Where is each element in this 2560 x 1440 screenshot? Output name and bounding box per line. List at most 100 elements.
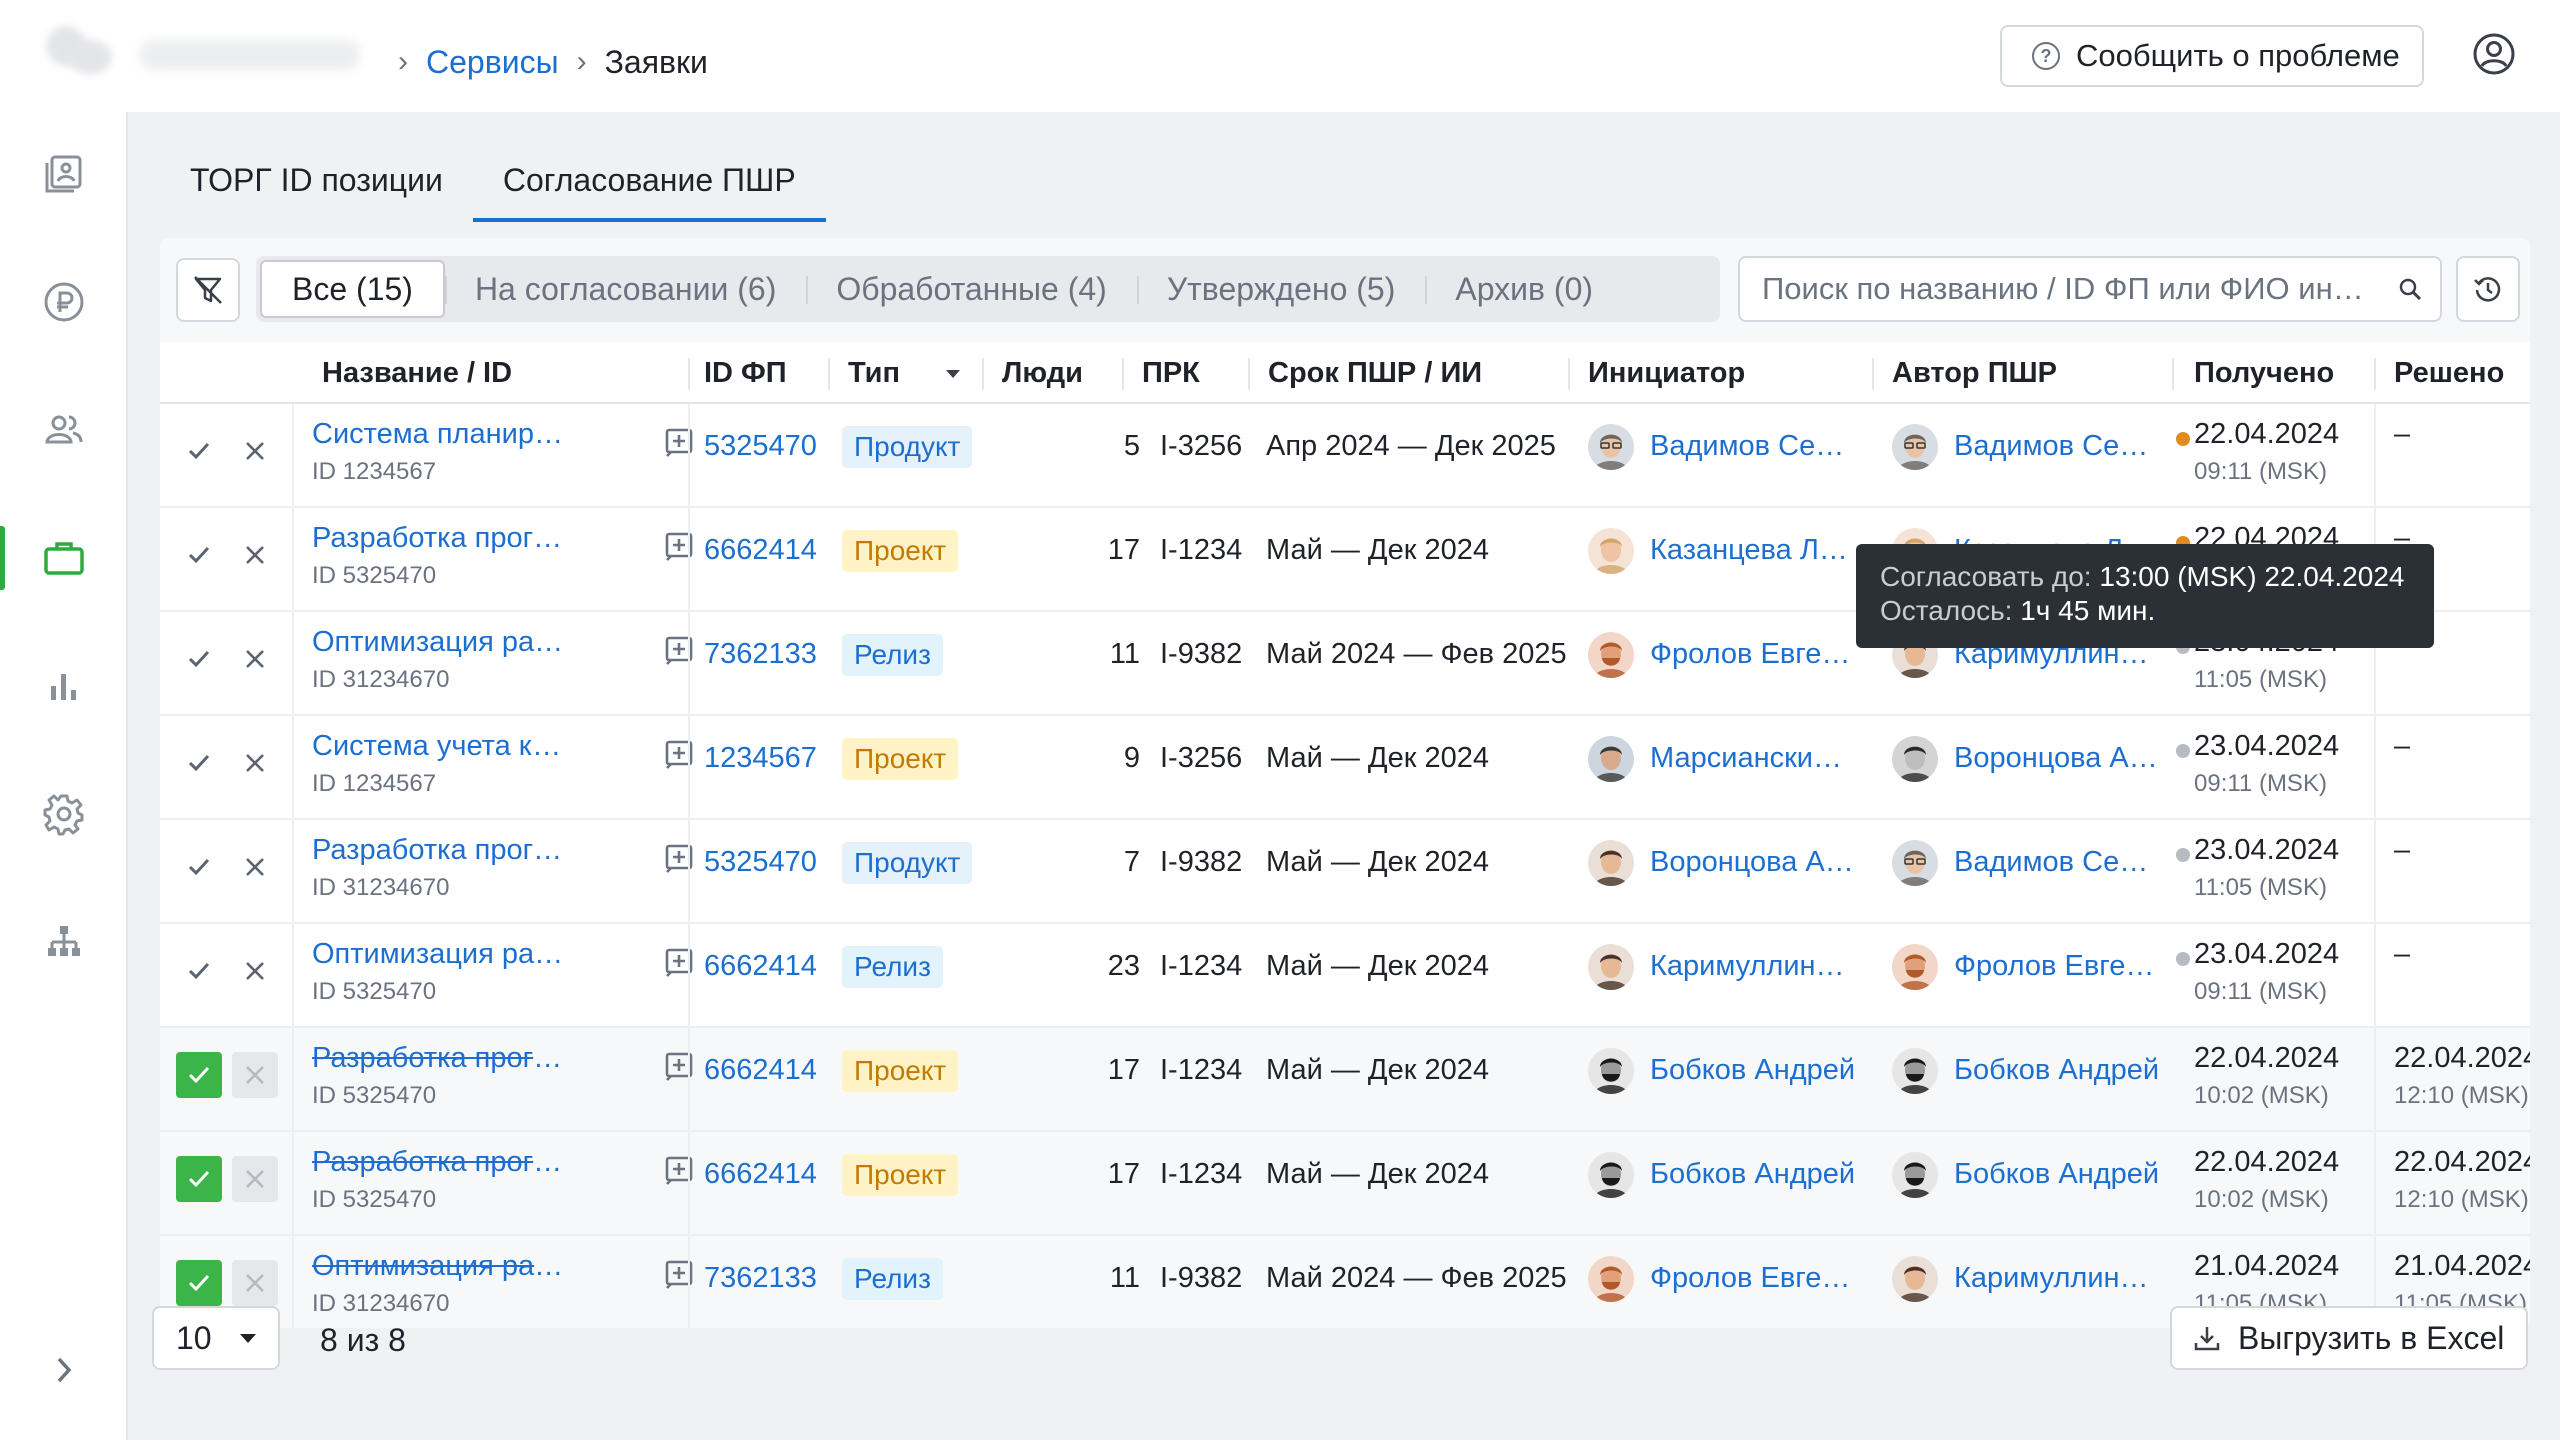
filter-pending[interactable]: На согласовании (6) [444,260,806,318]
fp-id-link[interactable]: 6662414 [704,534,817,566]
col-solved[interactable]: Решено [2394,357,2505,389]
tab-torg-id[interactable]: ТОРГ ID позиции [190,162,443,198]
author-link[interactable]: Вадимов Семён [1954,430,2162,462]
col-fp[interactable]: ID ФП [704,357,787,389]
fp-id-link[interactable]: 6662414 [704,1054,817,1086]
request-name-link[interactable]: Разработка программы [312,1042,572,1074]
request-name-link[interactable]: Система планирования [312,418,572,450]
col-people[interactable]: Люди [1002,357,1083,389]
filter-archive[interactable]: Архив (0) [1425,260,1623,318]
approve-button[interactable] [176,1260,222,1306]
table-row[interactable]: Система учета кадров ID 1234567 1234567 Про… [160,716,2530,820]
add-comment-icon[interactable] [662,528,698,564]
reject-button[interactable] [232,532,278,578]
reject-button[interactable] [232,1260,278,1306]
col-received[interactable]: Получено [2194,357,2335,389]
approve-button[interactable] [176,1052,222,1098]
initiator-link[interactable]: Марсианский Олег [1650,742,1858,774]
reject-button[interactable] [232,844,278,890]
reject-button[interactable] [232,428,278,474]
approve-button[interactable] [176,1156,222,1202]
sidebar-item-portfolio[interactable] [0,134,128,214]
request-name-link[interactable]: Оптимизация работы [312,626,572,658]
sidebar-item-finance[interactable] [0,262,128,342]
sidebar-item-requests[interactable] [0,518,128,598]
caret-down-icon[interactable] [944,368,962,380]
reject-button[interactable] [232,740,278,786]
reject-button[interactable] [232,948,278,994]
initiator-link[interactable]: Вадимов Семён [1650,430,1858,462]
author-link[interactable]: Воронцова Алла [1954,742,2162,774]
initiator-link[interactable]: Каримуллина Алсу [1650,950,1858,982]
add-comment-icon[interactable] [662,840,698,876]
table-row[interactable]: Разработка программы ID 31234670 5325470 Пр… [160,820,2530,924]
logo[interactable] [46,26,118,74]
fp-id-link[interactable]: 1234567 [704,742,817,774]
sidebar-item-users[interactable] [0,390,128,470]
approve-button[interactable] [176,636,222,682]
add-comment-icon[interactable] [662,736,698,772]
table-row[interactable]: Оптимизация работы ID 31234670 7362133 Рели… [160,1236,2530,1328]
col-term[interactable]: Срок ПШР / ИИ [1268,357,1483,389]
initiator-link[interactable]: Фролов Евгений [1650,1262,1858,1294]
table-row[interactable]: Система планирования ID 1234567 5325470 Про… [160,404,2530,508]
author-link[interactable]: Каримуллина Алсу [1954,1262,2162,1294]
author-link[interactable]: Бобков Андрей [1954,1054,2160,1086]
report-problem-button[interactable]: ? Сообщить о проблеме [2000,25,2424,87]
request-name-link[interactable]: Оптимизация работы [312,938,572,970]
sidebar-expand-button[interactable] [44,1350,84,1390]
fp-id-link[interactable]: 7362133 [704,1262,817,1294]
reject-button[interactable] [232,636,278,682]
clear-filter-button[interactable] [176,258,240,322]
initiator-link[interactable]: Фролов Евгений [1650,638,1858,670]
col-type[interactable]: Тип [848,357,900,389]
col-prk[interactable]: ПРК [1142,357,1200,389]
fp-id-link[interactable]: 5325470 [704,430,817,462]
sidebar-item-structure[interactable] [0,902,128,982]
page-size-select[interactable]: 10 [152,1306,280,1370]
author-link[interactable]: Фролов Евгений [1954,950,2162,982]
author-link[interactable]: Бобков Андрей [1954,1158,2160,1190]
request-name-link[interactable]: Разработка программы [312,522,572,554]
sidebar-item-settings[interactable] [0,774,128,854]
add-comment-icon[interactable] [662,632,698,668]
col-author[interactable]: Автор ПШР [1892,357,2058,389]
table-row[interactable]: Разработка программы ID 5325470 6662414 Про… [160,1132,2530,1236]
request-name-link[interactable]: Оптимизация работы [312,1250,572,1282]
filter-approved[interactable]: Утверждено (5) [1136,260,1426,318]
sidebar-item-analytics[interactable] [0,646,128,726]
filter-processed[interactable]: Обработанные (4) [806,260,1136,318]
reject-button[interactable] [232,1052,278,1098]
breadcrumb-services[interactable]: Сервисы [426,43,559,80]
approve-button[interactable] [176,532,222,578]
table-row[interactable]: Оптимизация работы ID 31234670 7362133 Рели… [160,612,2530,716]
approve-button[interactable] [176,428,222,474]
approve-button[interactable] [176,948,222,994]
request-name-link[interactable]: Разработка программы [312,1146,572,1178]
history-button[interactable] [2456,256,2520,322]
request-name-link[interactable]: Система учета кадров [312,730,572,762]
fp-id-link[interactable]: 7362133 [704,638,817,670]
author-link[interactable]: Вадимов Семён [1954,846,2162,878]
add-comment-icon[interactable] [662,944,698,980]
table-row[interactable]: Разработка программы ID 5325470 6662414 Про… [160,508,2530,612]
fp-id-link[interactable]: 6662414 [704,1158,817,1190]
initiator-link[interactable]: Воронцова Алла [1650,846,1858,878]
add-comment-icon[interactable] [662,1048,698,1084]
approve-button[interactable] [176,740,222,786]
search-input[interactable]: Поиск по названию / ID ФП или ФИО инициа… [1738,256,2442,322]
tab-pshr-approval[interactable]: Согласование ПШР [472,156,826,222]
add-comment-icon[interactable] [662,424,698,460]
table-row[interactable]: Оптимизация работы ID 5325470 6662414 Релиз… [160,924,2530,1028]
approve-button[interactable] [176,844,222,890]
table-row[interactable]: Разработка программы ID 5325470 6662414 Про… [160,1028,2530,1132]
user-profile-button[interactable] [2472,32,2516,76]
fp-id-link[interactable]: 5325470 [704,846,817,878]
fp-id-link[interactable]: 6662414 [704,950,817,982]
add-comment-icon[interactable] [662,1256,698,1292]
initiator-link[interactable]: Бобков Андрей [1650,1054,1856,1086]
col-initiator[interactable]: Инициатор [1588,357,1746,389]
add-comment-icon[interactable] [662,1152,698,1188]
request-name-link[interactable]: Разработка программы [312,834,572,866]
filter-all[interactable]: Все (15) [260,260,445,318]
